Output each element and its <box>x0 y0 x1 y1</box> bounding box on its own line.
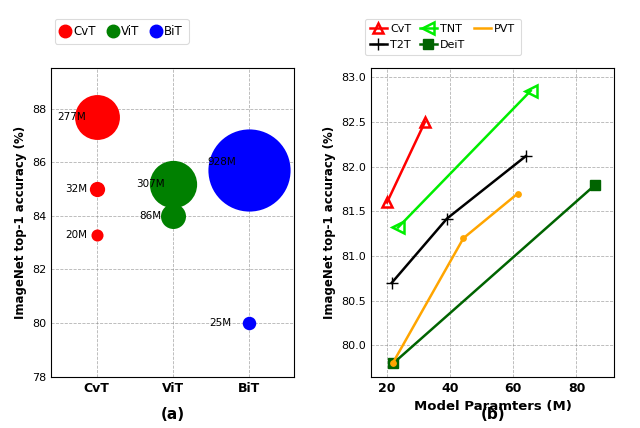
Text: 25M: 25M <box>209 318 232 328</box>
Legend: CvT, ViT, BiT: CvT, ViT, BiT <box>54 19 189 44</box>
Point <box>244 167 254 174</box>
Point <box>458 235 468 242</box>
Text: (b): (b) <box>481 407 505 422</box>
Point <box>92 186 102 193</box>
Text: 928M: 928M <box>207 157 236 167</box>
Text: 20M: 20M <box>65 229 87 240</box>
X-axis label: Model Paramters (M): Model Paramters (M) <box>414 400 572 413</box>
Point <box>244 320 254 327</box>
Y-axis label: ImageNet top-1 accuracy (%): ImageNet top-1 accuracy (%) <box>13 126 26 319</box>
Text: 86M: 86M <box>140 211 161 221</box>
Point <box>92 231 102 238</box>
Point <box>168 212 178 219</box>
Text: (a): (a) <box>161 407 185 422</box>
Text: 32M: 32M <box>65 184 87 194</box>
Legend: CvT, T2T, TNT, DeiT, PVT: CvT, T2T, TNT, DeiT, PVT <box>365 18 521 55</box>
Point <box>513 190 523 197</box>
Y-axis label: ImageNet top-1 accuracy (%): ImageNet top-1 accuracy (%) <box>323 126 336 319</box>
Text: 307M: 307M <box>136 179 165 189</box>
Point <box>388 360 398 367</box>
Point <box>168 180 178 187</box>
Text: 277M: 277M <box>58 112 86 122</box>
Point <box>92 113 102 120</box>
